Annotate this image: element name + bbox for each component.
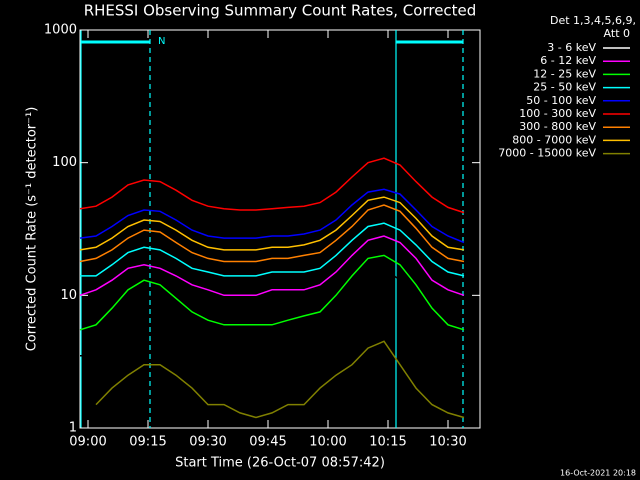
series-line (79, 254, 465, 331)
plot-frame (79, 29, 481, 429)
legend-label: 6 - 12 keV (540, 54, 596, 67)
x-tick-label: 09:15 (129, 435, 166, 450)
legend-label: 800 - 7000 keV (512, 133, 596, 146)
x-tick-label: 09:30 (189, 435, 226, 450)
x-tick-label: 09:45 (249, 435, 286, 450)
series-line (79, 157, 465, 214)
series-line (79, 196, 465, 251)
legend-title: Att 0 (604, 27, 630, 40)
x-tick-label: 10:00 (309, 435, 346, 450)
chart-title: RHESSI Observing Summary Count Rates, Co… (84, 2, 477, 20)
y-tick-label: 1000 (44, 23, 77, 38)
series-line (80, 222, 465, 277)
series-line (79, 188, 465, 244)
legend-label: 12 - 25 keV (533, 67, 596, 80)
y-axis-label: Corrected Count Rate (s⁻¹ detector⁻¹) (25, 107, 40, 352)
series-line (80, 267, 465, 366)
y-tick-label: 10 (60, 288, 77, 303)
series-line (79, 235, 465, 297)
legend-label: 3 - 6 keV (547, 41, 596, 54)
legend-label: 7000 - 15000 keV (498, 147, 596, 160)
series-line (79, 204, 465, 263)
x-tick-label: 10:30 (429, 435, 466, 450)
legend-label: 300 - 800 keV (519, 120, 596, 133)
x-tick-label: 09:00 (69, 435, 106, 450)
y-tick-label: 1 (69, 421, 77, 436)
footer: 16-Oct-2021 20:18 (560, 469, 636, 478)
legend-label: 25 - 50 keV (533, 81, 596, 94)
x-tick-label: 10:15 (369, 435, 406, 450)
legend-label: 50 - 100 keV (526, 94, 596, 107)
y-tick-label: 100 (52, 155, 77, 170)
x-axis-label: Start Time (26-Oct-07 08:57:42) (175, 456, 385, 471)
series-line (95, 340, 465, 419)
annotation: N (158, 36, 165, 47)
markers (80, 30, 464, 428)
legend-title: Det 1,3,4,5,6,9, (550, 14, 636, 27)
legend-label: 100 - 300 keV (519, 107, 596, 120)
